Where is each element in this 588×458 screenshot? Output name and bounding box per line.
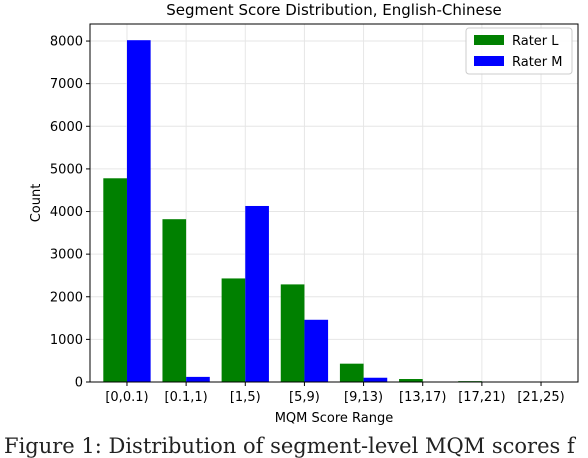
plot-frame [89, 23, 579, 383]
y-tick-label: 8000 [50, 35, 83, 50]
y-tick-label: 1000 [50, 333, 83, 348]
bar-rater-l [221, 278, 246, 382]
x-axis-label: MQM Score Range [275, 411, 394, 426]
legend-swatch-rater-m [474, 56, 504, 66]
x-tick-label: [17,21) [458, 390, 505, 405]
bar-rater-l [399, 379, 423, 382]
bar-rater-m [126, 40, 151, 382]
y-axis-label: Count [29, 184, 44, 223]
x-tick-label: [21,25) [517, 390, 564, 405]
bar-rater-l [162, 219, 187, 382]
bar-rater-l [339, 363, 364, 382]
y-tick-label: 6000 [50, 120, 83, 135]
legend-label-rater-l: Rater L [512, 34, 559, 49]
y-axis: 0 1000 2000 3000 4000 5000 6000 7000 8000 [50, 35, 90, 391]
x-tick-label: [9,13) [344, 390, 383, 405]
bar-rater-m [186, 376, 210, 382]
x-tick-label: [1,5) [230, 390, 261, 405]
legend-label-rater-m: Rater M [512, 55, 563, 70]
chart-svg: Segment Score Distribution, English-Chin… [29, 1, 579, 426]
bar-rater-m [245, 205, 269, 382]
chart-title: Segment Score Distribution, English-Chin… [166, 1, 502, 19]
y-tick-label: 2000 [50, 290, 83, 305]
x-tick-label: [13,17) [399, 390, 446, 405]
bar-rater-m [304, 319, 329, 382]
legend: Rater L Rater M [465, 27, 573, 75]
y-tick-label: 4000 [50, 205, 83, 220]
bar-rater-l [103, 178, 127, 382]
bar-rater-m [363, 377, 388, 382]
bars-group [103, 40, 565, 382]
figure-caption: Figure 1: Distribution of segment-level … [4, 434, 575, 458]
bar-rater-l [280, 284, 305, 382]
x-axis: [0,0.1) [0.1,1) [1,5) [5,9) [9,13) [13,17) [17… [105, 382, 565, 405]
y-tick-label: 0 [75, 376, 83, 391]
y-tick-label: 7000 [50, 77, 83, 92]
x-tick-label: [5,9) [289, 390, 320, 405]
y-tick-label: 3000 [50, 248, 83, 263]
legend-swatch-rater-l [474, 35, 504, 45]
x-tick-label: [0.1,1) [165, 390, 208, 405]
x-tick-label: [0,0.1) [105, 390, 148, 405]
y-tick-label: 5000 [50, 162, 83, 177]
